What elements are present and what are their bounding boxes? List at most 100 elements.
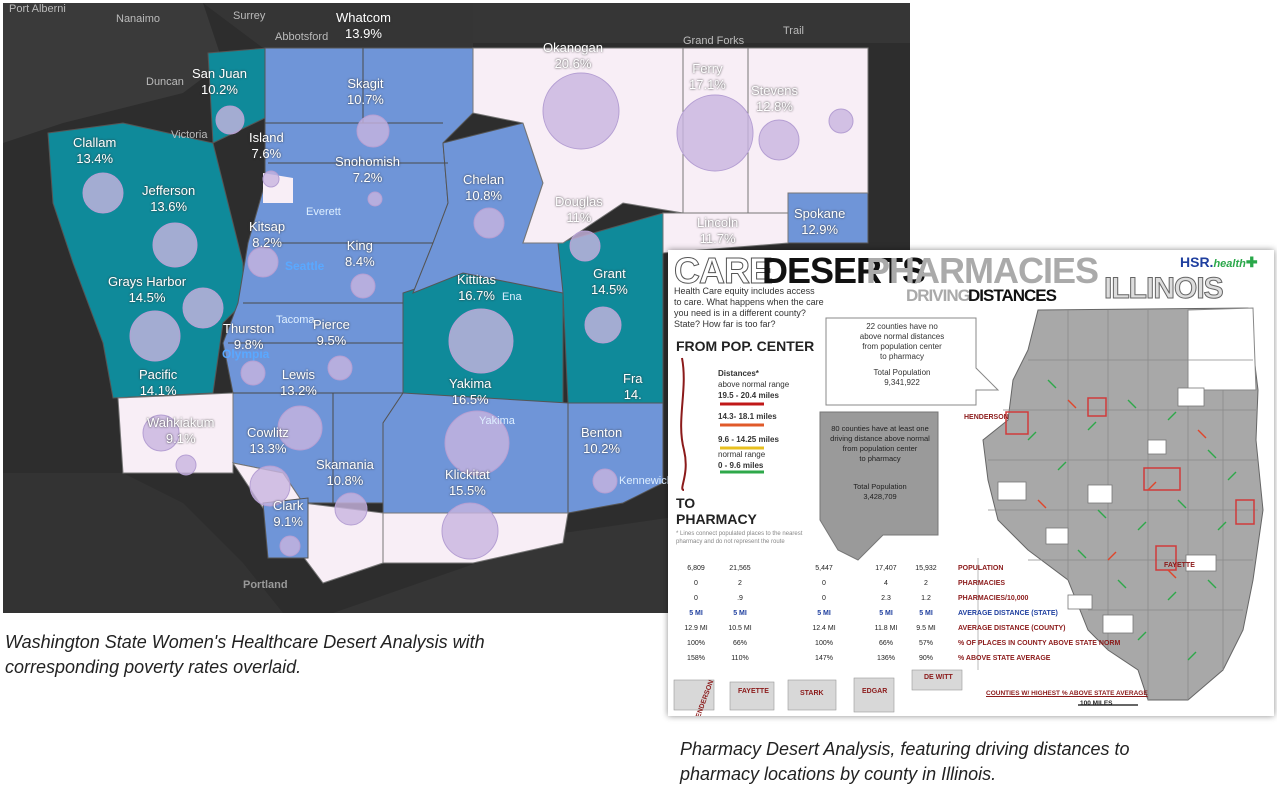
county-clark: Clark 9.1%	[273, 498, 304, 529]
brand-text: HSR.	[1180, 254, 1214, 270]
stats-cell: 100%	[815, 640, 833, 647]
wa-caption-line2: corresponding poverty rates overlaid.	[5, 657, 302, 677]
legend-title: Distances*	[718, 369, 759, 378]
county-lincoln: Lincoln 11.7%	[697, 215, 739, 246]
intro-line: you need is in a different county?	[674, 308, 806, 318]
county-okanogan: Okanogan 20.6%	[543, 40, 603, 71]
footnote-line: * Lines connect populated places to the …	[676, 531, 803, 537]
wa-caption: Washington State Women's Healthcare Dese…	[5, 630, 485, 680]
county-shape-fayette: FAYETTE	[738, 688, 769, 695]
legend-range-1: 19.5 - 20.4 miles	[718, 391, 779, 400]
county-benton: Benton 10.2%	[581, 425, 623, 456]
illinois-map	[673, 307, 1264, 713]
place-surrey: Surrey	[233, 10, 266, 22]
box2-pop-value: 3,428,709	[863, 492, 897, 501]
scale-label: 100 MILES	[1080, 700, 1113, 707]
box-above-normal: 80 counties have at least one driving di…	[822, 424, 938, 502]
to-pharmacy-heading: TO PHARMACY	[676, 495, 757, 527]
brand-logo: HSR.health✚	[1180, 254, 1258, 271]
to-pharmacy-line2: PHARMACY	[676, 511, 757, 527]
county-skagit: Skagit 10.7%	[347, 76, 384, 107]
county-chelan: Chelan 10.8%	[463, 172, 505, 203]
stats-row-label: AVERAGE DISTANCE (STATE)	[958, 610, 1058, 617]
stats-cell: 10.5 MI	[728, 625, 752, 632]
county-snohomish: Snohomish 7.2%	[335, 154, 401, 185]
stats-cell: 5 MI	[919, 610, 933, 617]
place-trail: Trail	[783, 25, 804, 37]
footnote-line: pharmacy and do not represent the route	[676, 539, 785, 545]
place-seattle: Seattle	[285, 259, 325, 273]
county-king: King 8.4%	[345, 238, 375, 269]
intro-line: to care. What happens when the care	[674, 297, 824, 307]
stats-cell: 147%	[815, 655, 833, 662]
county-thurston: Thurston 9.8%	[223, 321, 275, 352]
stats-row-label: POPULATION	[958, 565, 1004, 572]
stats-cell: 0	[694, 580, 698, 587]
stats-row: 158% 110% 147% 136% 90% % ABOVE STATE AVERAGE	[668, 652, 1050, 665]
stats-cell: 0	[694, 595, 698, 602]
state-title: ILLINOIS	[1104, 272, 1225, 306]
footnote: * Lines connect populated places to the …	[676, 530, 802, 546]
stats-cell: 11.8 MI	[874, 625, 898, 632]
county-clallam: Clallam 13.4%	[73, 135, 117, 166]
legend-range-2: 14.3- 18.1 miles	[718, 412, 777, 421]
place-abbotsford: Abbotsford	[275, 31, 329, 43]
stats-cell: 66%	[878, 640, 893, 647]
stats-cell: 15,932	[915, 565, 937, 572]
county-pacific: Pacific 14.1%	[139, 367, 178, 398]
place-olympia: Olympia	[222, 347, 270, 361]
box2-line: 80 counties have at least one	[831, 424, 929, 433]
stats-cell: 21,565	[729, 565, 751, 572]
box1-line: above normal distances	[859, 332, 945, 341]
county-lewis: Lewis 13.2%	[280, 367, 317, 398]
stats-row: 5 MI 5 MI 5 MI 5 MI 5 MI AVERAGE DISTANCE (ST…	[668, 607, 1058, 620]
stats-cell: 158%	[687, 655, 705, 662]
from-pop-heading: FROM POP. CENTER	[676, 338, 815, 354]
county-douglas: Douglas 11%	[555, 194, 603, 225]
place-portland: Portland	[243, 579, 288, 591]
stats-row: 12.9 MI 10.5 MI 12.4 MI 11.8 MI 9.5 MI AVERAG…	[668, 622, 1065, 635]
stats-row-label: % ABOVE STATE AVERAGE	[958, 655, 1051, 662]
stats-cell: 57%	[918, 640, 933, 647]
county-grays-harbor: Grays Harbor 14.5%	[108, 274, 187, 305]
box2-line: driving distance above normal	[830, 434, 930, 443]
stats-cell: 17,407	[875, 565, 897, 572]
box1-line: to pharmacy	[879, 352, 925, 361]
stats-row: 100% 66% 100% 66% 57% % OF PLACES IN COUNTY A…	[668, 637, 1120, 650]
stats-cell: 4	[884, 580, 888, 587]
county-shape-stark: STARK	[800, 690, 824, 697]
place-ena: Ena	[502, 291, 522, 303]
place-kennewick: Kennewick	[619, 475, 673, 487]
county-stevens: Stevens 12.8%	[751, 83, 798, 114]
stats-cell: 2.3	[881, 595, 891, 602]
stats-cell: 5 MI	[879, 610, 893, 617]
county-yakima: Yakima 16.5%	[449, 376, 492, 407]
stats-row-label: % OF PLACES IN COUNTY ABOVE STATE NORM	[958, 640, 1121, 647]
place-grand-forks: Grand Forks	[683, 35, 745, 47]
county-wahkiakum: Wahkiakum 9.1%	[147, 415, 215, 446]
legend-counties: COUNTIES W/ HIGHEST % ABOVE STATE AVERAG…	[986, 690, 1148, 697]
stats-cell: 110%	[731, 655, 749, 662]
legend-normal: normal range	[718, 450, 766, 459]
brand-health-text: health	[1213, 258, 1246, 270]
county-spokane: Spokane 12.9%	[794, 206, 846, 237]
stats-cell: 100%	[687, 640, 705, 647]
county-shape-de-witt: DE WITT	[924, 674, 953, 681]
box1-pop-label: Total Population	[873, 368, 931, 377]
stats-row-label: AVERAGE DISTANCE (COUNTY)	[958, 625, 1066, 632]
il-caption-line1: Pharmacy Desert Analysis, featuring driv…	[680, 739, 1130, 759]
county-jefferson: Jefferson 13.6%	[142, 183, 196, 214]
subtitle-distances: DISTANCES	[968, 286, 1057, 305]
map-label-henderson: HENDERSON	[964, 414, 1009, 421]
box1-line: from population center	[862, 342, 942, 351]
county-cowlitz: Cowlitz 13.3%	[247, 425, 289, 456]
stats-cell: 5,447	[815, 565, 833, 572]
county-island: Island 7.6%	[249, 130, 284, 161]
county-pierce: Pierce 9.5%	[313, 317, 350, 348]
stats-cell: 2	[924, 580, 928, 587]
wa-caption-line1: Washington State Women's Healthcare Dese…	[5, 632, 485, 652]
place-duncan: Duncan	[146, 76, 184, 88]
title-pharmacies: PHARMACIES	[866, 250, 1099, 291]
stats-cell: 9.5 MI	[916, 625, 936, 632]
stats-cell: 90%	[918, 655, 933, 662]
